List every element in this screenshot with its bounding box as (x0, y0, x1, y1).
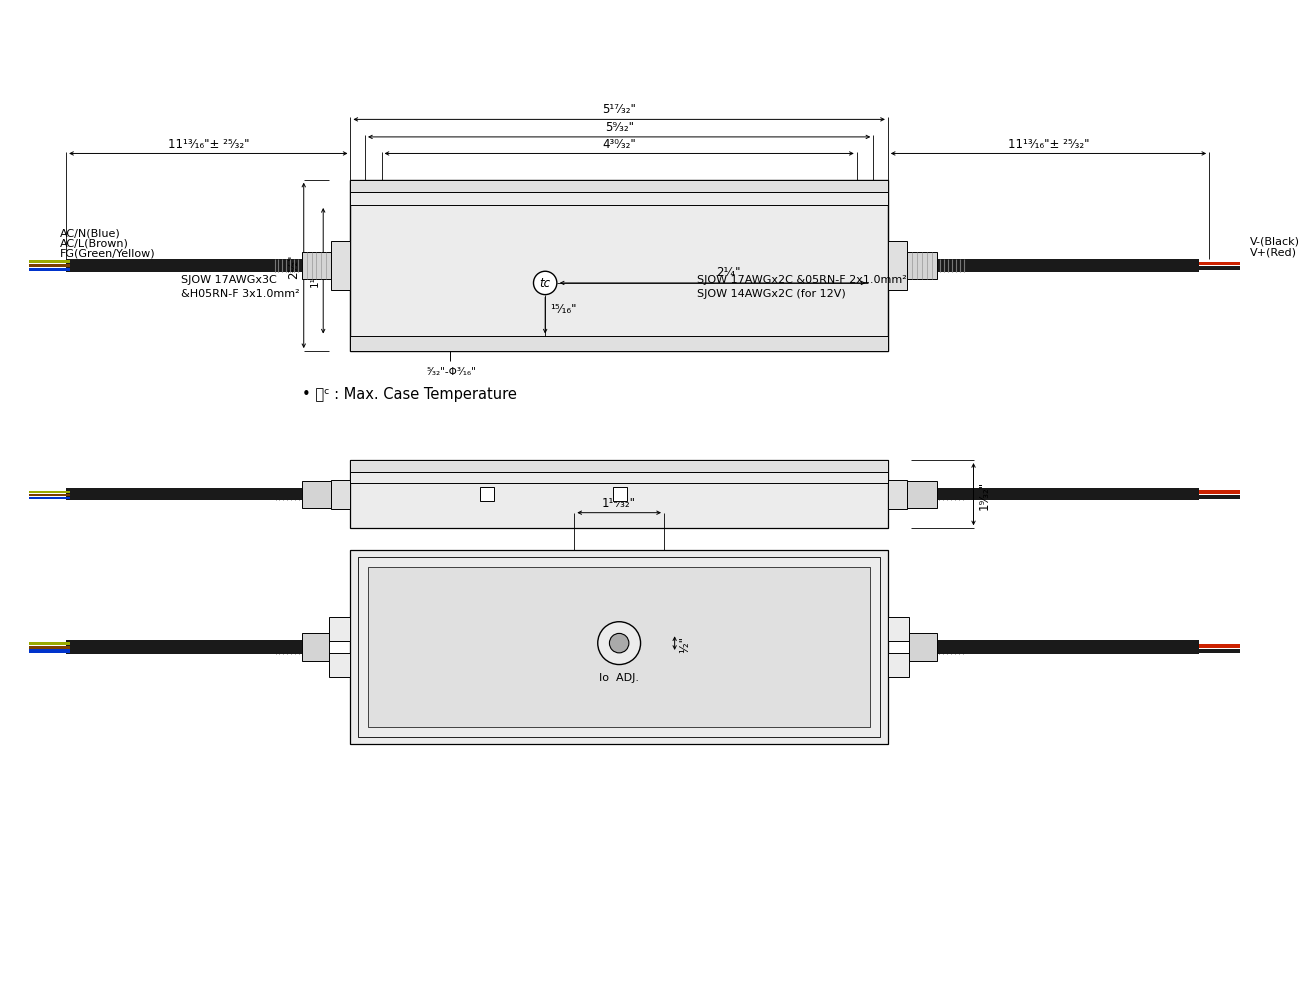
Text: ¹⁵⁄₁₆": ¹⁵⁄₁₆" (550, 303, 576, 316)
Bar (351, 472, 888, 484)
Bar (351, 194, 888, 206)
Bar (66, 260, 302, 273)
Bar (351, 460, 888, 472)
Text: 5¹⁷⁄₃₂": 5¹⁷⁄₃₂" (602, 103, 636, 116)
Text: 4³⁰⁄₃₂": 4³⁰⁄₃₂" (602, 137, 636, 150)
Bar (302, 253, 332, 280)
Bar (351, 181, 888, 352)
Bar (1200, 495, 1240, 499)
Bar (1200, 267, 1240, 271)
Bar (29, 261, 70, 264)
Bar (332, 480, 351, 510)
Bar (1200, 649, 1240, 653)
Text: tc: tc (540, 277, 551, 290)
Bar (302, 481, 332, 509)
Text: 11¹³⁄₁₆"± ²⁵⁄₃₂": 11¹³⁄₁₆"± ²⁵⁄₃₂" (168, 137, 250, 150)
Bar (351, 460, 888, 529)
Bar (907, 481, 936, 509)
Circle shape (610, 634, 629, 653)
Bar (66, 641, 302, 654)
Text: • Ⓣᶜ : Max. Case Temperature: • Ⓣᶜ : Max. Case Temperature (302, 387, 516, 402)
Text: FG(Green/Yellow): FG(Green/Yellow) (60, 249, 156, 259)
Bar (29, 494, 70, 496)
Bar (936, 641, 1200, 654)
Circle shape (533, 272, 556, 295)
Text: 5⁹⁄₃₂": 5⁹⁄₃₂" (604, 121, 633, 133)
Bar (1200, 490, 1240, 494)
Bar (1200, 262, 1240, 266)
Text: 11¹³⁄₁₆"± ²⁵⁄₃₂": 11¹³⁄₁₆"± ²⁵⁄₃₂" (1008, 137, 1089, 150)
Bar (614, 487, 627, 502)
Bar (1200, 645, 1240, 648)
Bar (907, 253, 936, 280)
Text: V+(Red): V+(Red) (1251, 248, 1297, 258)
Bar (351, 337, 888, 352)
Bar (29, 650, 70, 653)
Bar (351, 181, 888, 194)
Text: ¹⁄₂": ¹⁄₂" (679, 635, 692, 652)
Bar (909, 634, 936, 661)
Text: 2¹⁄₂": 2¹⁄₂" (287, 254, 300, 279)
Bar (888, 242, 907, 291)
Text: 1¹⁹⁄₃₂": 1¹⁹⁄₃₂" (311, 257, 320, 286)
Text: 1⁹⁄₃₂": 1⁹⁄₃₂" (978, 480, 991, 510)
Bar (480, 487, 494, 502)
Bar (888, 653, 909, 678)
Text: AC/L(Brown): AC/L(Brown) (60, 239, 129, 249)
Bar (888, 617, 909, 642)
Bar (302, 634, 329, 661)
Text: 1¹⁵⁄₃₂": 1¹⁵⁄₃₂" (602, 496, 636, 510)
Bar (29, 642, 70, 646)
Bar (888, 480, 907, 510)
Circle shape (598, 622, 641, 665)
Text: Io  ADJ.: Io ADJ. (599, 673, 640, 683)
Bar (29, 265, 70, 268)
Bar (66, 488, 302, 500)
Text: 2¹⁄₄": 2¹⁄₄" (716, 266, 741, 279)
Bar (936, 488, 1200, 500)
Bar (329, 653, 351, 678)
Text: ⁵⁄₃₂"-Φ³⁄₁₆": ⁵⁄₃₂"-Φ³⁄₁₆" (426, 366, 477, 376)
Bar (359, 558, 880, 737)
Bar (351, 550, 888, 744)
Text: SJOW 17AWGx3C
&H05RN-F 3x1.0mm²: SJOW 17AWGx3C &H05RN-F 3x1.0mm² (181, 275, 300, 299)
Text: SJOW 17AWGx2C &05RN-F 2x1.0mm²
SJOW 14AWGx2C (for 12V): SJOW 17AWGx2C &05RN-F 2x1.0mm² SJOW 14AW… (697, 275, 907, 299)
Text: V-(Black): V-(Black) (1251, 237, 1300, 247)
Bar (329, 617, 351, 642)
Bar (368, 568, 870, 727)
Text: AC/N(Blue): AC/N(Blue) (60, 228, 121, 238)
Bar (29, 646, 70, 649)
Bar (29, 491, 70, 493)
Bar (332, 242, 351, 291)
Bar (936, 260, 1200, 273)
Bar (29, 269, 70, 272)
Bar (29, 497, 70, 499)
